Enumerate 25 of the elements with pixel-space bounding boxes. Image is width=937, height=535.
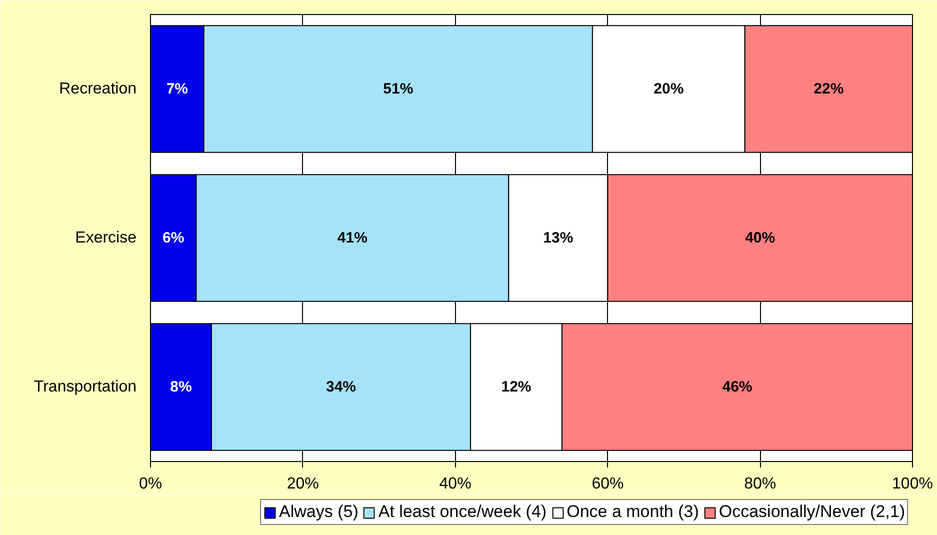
data-label: 22% [814,80,844,98]
x-tick-label: 0% [138,476,162,492]
data-label: 46% [722,378,752,396]
data-label: 8% [170,378,192,396]
data-label: 7% [166,80,188,98]
data-label: 13% [543,230,574,246]
data-label: 20% [654,80,684,98]
data-label: 34% [326,378,356,396]
y-tick-label: Recreation [59,80,136,98]
y-tick-label: Transportation [34,378,137,396]
x-tick-label: 100% [892,476,933,492]
x-tick-label: 40% [439,476,472,492]
x-tick-label: 20% [286,476,319,492]
legend-label: Occasionally/Never (2,1) [718,502,905,522]
x-tick-label: 60% [592,476,624,492]
legend-label: Once a month (3) [566,502,699,522]
legend-label: At least once/week (4) [378,502,547,522]
x-tick-label: 80% [744,476,776,492]
y-tick-label: Exercise [75,230,137,246]
data-label: 41% [337,230,368,246]
legend-label: Always (5) [279,502,358,522]
data-label: 12% [501,378,532,396]
data-label: 51% [383,80,414,98]
data-label: 40% [745,230,776,246]
data-label: 6% [162,230,184,246]
